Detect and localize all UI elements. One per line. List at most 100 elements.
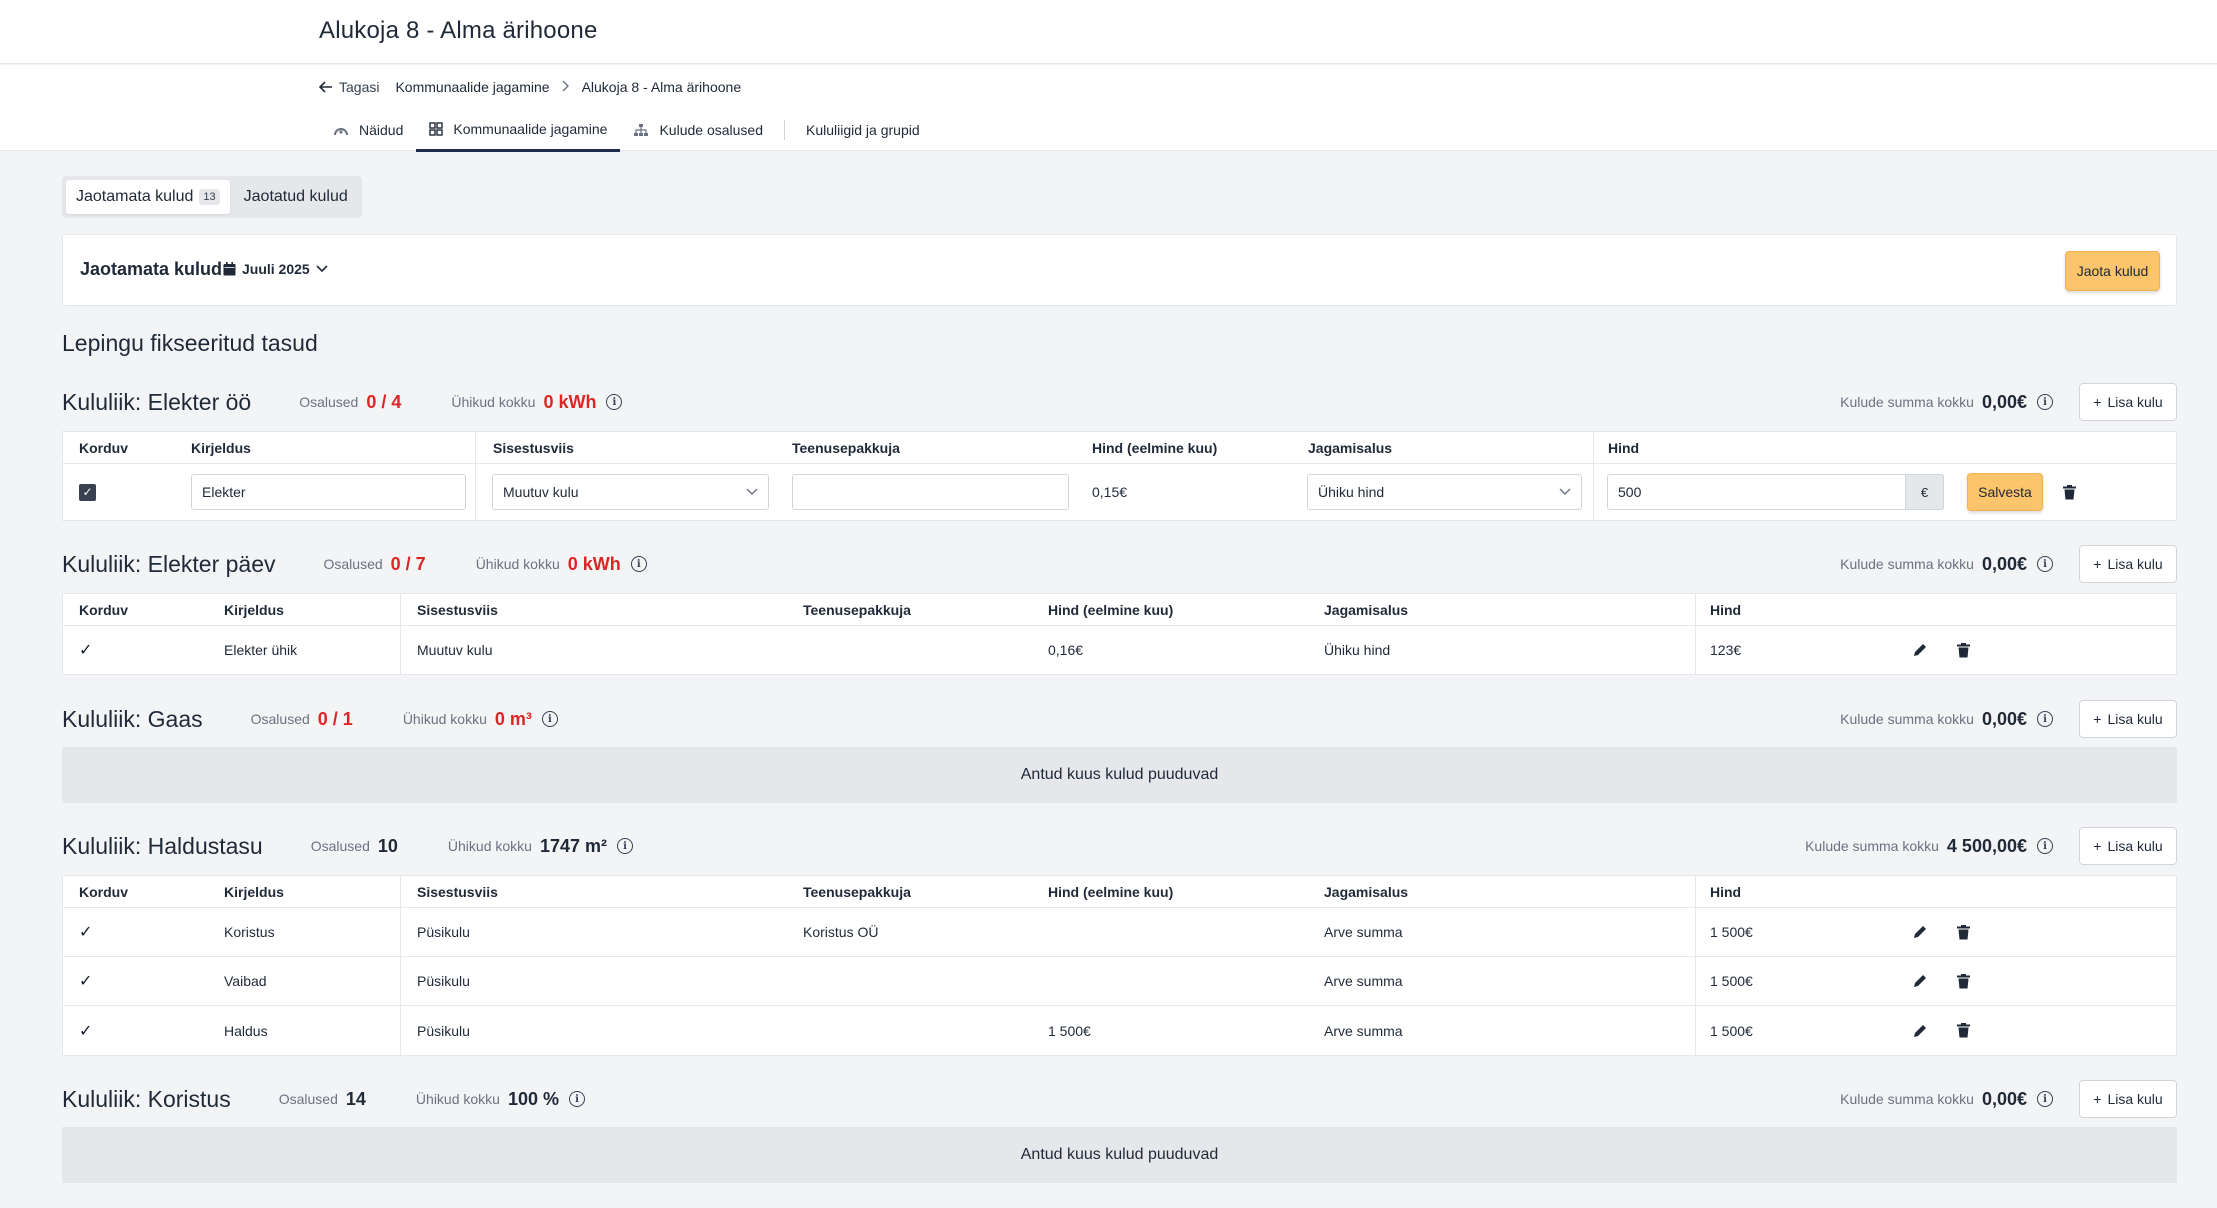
- participants-value: 14: [345, 1088, 366, 1109]
- info-icon[interactable]: i: [2037, 711, 2053, 727]
- save-button[interactable]: Salvesta: [1967, 473, 2043, 511]
- col-teenusepakkuja: Teenusepakkuja: [803, 883, 911, 900]
- col-jagamisalus: Jagamisalus: [1324, 601, 1409, 618]
- info-icon[interactable]: i: [569, 1091, 586, 1107]
- trash-icon[interactable]: [1957, 1023, 1970, 1038]
- recurring-checkbox[interactable]: ✓: [79, 483, 96, 501]
- pencil-icon[interactable]: [1913, 643, 1927, 657]
- info-icon[interactable]: i: [606, 394, 623, 410]
- col-hind-eelmine: Hind (eelmine kuu): [1048, 883, 1174, 900]
- edit-cell: [1913, 957, 1927, 1005]
- delete-cell: [2063, 464, 2076, 520]
- table-row: ✓ Elekter ühik Muutuv kulu 0,16€ Ühiku h…: [63, 626, 2176, 674]
- add-cost-button[interactable]: + Lisa kulu: [2079, 700, 2177, 738]
- delete-cell: [1957, 626, 1970, 674]
- button-label: Lisa kulu: [2107, 711, 2163, 727]
- hierarchy-icon: [634, 124, 649, 136]
- tab-kululiigid-ja-grupid[interactable]: Kululiigid ja grupid: [793, 108, 933, 152]
- group-header: Kululiik: Elekter öö Osalused 0 / 4 Ühik…: [62, 382, 2177, 422]
- col-sisestusviis: Sisestusviis: [417, 601, 498, 618]
- costs-total-label: Kulude summa kokku: [1840, 394, 1974, 410]
- add-cost-button[interactable]: + Lisa kulu: [2079, 545, 2177, 583]
- trash-icon[interactable]: [1957, 924, 1970, 940]
- tab-kommunaalide-jagamine[interactable]: Kommunaalide jagamine: [416, 108, 621, 152]
- table-header: Korduv Kirjeldus Sisestusviis Teenusepak…: [63, 594, 2176, 626]
- column-divider: [1593, 432, 1594, 463]
- info-icon[interactable]: i: [2037, 1091, 2053, 1107]
- prev-price-cell: 0,15€: [1092, 484, 1128, 500]
- group-name: Kululiik: Elekter öö: [62, 388, 252, 415]
- group-header: Kululiik: Gaas Osalused 0 / 1 Ühikud kok…: [62, 699, 2177, 739]
- participants-value: 0 / 7: [390, 553, 426, 574]
- description-input[interactable]: [191, 474, 466, 510]
- tab-kulude-osalused[interactable]: Kulude osalused: [620, 108, 776, 152]
- edit-cell: [1913, 908, 1927, 956]
- group-name: Kululiik: Koristus: [62, 1085, 231, 1112]
- pencil-icon[interactable]: [1913, 1024, 1927, 1038]
- group-totals: Kulude summa kokku 0,00€ i + Lisa kulu: [1840, 1079, 2177, 1119]
- units-label: Ühikud kokku: [402, 711, 487, 727]
- group-totals: Kulude summa kokku 0,00€ i + Lisa kulu: [1840, 544, 2177, 584]
- select-value: Ühiku hind: [1318, 484, 1385, 500]
- info-icon[interactable]: i: [2037, 394, 2053, 410]
- price-input[interactable]: [1607, 474, 1906, 510]
- entry-mode-cell: Püsikulu: [417, 973, 470, 989]
- check-icon: ✓: [79, 973, 93, 990]
- units-value: 100 % i: [508, 1089, 586, 1110]
- tab-allocated-costs[interactable]: Jaotatud kulud: [234, 180, 358, 214]
- add-cost-button[interactable]: + Lisa kulu: [2079, 383, 2177, 421]
- table-header: Korduv Kirjeldus Sisestusviis Teenusepak…: [63, 432, 2176, 464]
- column-divider: [1695, 957, 1696, 1005]
- add-cost-button[interactable]: + Lisa kulu: [2079, 1080, 2177, 1118]
- chevron-right-icon: [562, 79, 570, 95]
- basis-cell: Arve summa: [1324, 924, 1403, 940]
- provider-input[interactable]: [792, 474, 1069, 510]
- provider-cell: Koristus OÜ: [803, 924, 879, 940]
- col-kirjeldus: Kirjeldus: [191, 439, 251, 456]
- plus-icon: +: [2093, 838, 2102, 854]
- col-jagamisalus: Jagamisalus: [1324, 883, 1409, 900]
- pencil-icon[interactable]: [1913, 925, 1927, 939]
- empty-state: Antud kuus kulud puuduvad: [62, 747, 2177, 803]
- tab-label: Kommunaalide jagamine: [453, 120, 608, 137]
- column-divider: [1695, 626, 1696, 674]
- button-label: Lisa kulu: [2107, 394, 2163, 410]
- info-icon[interactable]: i: [2037, 838, 2053, 854]
- tab-naidud[interactable]: Näidud: [320, 108, 416, 152]
- edit-cell: [1913, 626, 1927, 674]
- nav-tabs: Näidud Kommunaalide jagamine Kulude osal…: [320, 108, 933, 152]
- tab-unallocated-costs[interactable]: Jaotamata kulud 13: [66, 180, 230, 214]
- entry-mode-cell: Muutuv kulu: [417, 642, 493, 658]
- plus-icon: +: [2093, 394, 2102, 410]
- participants-label: Osalused: [278, 1091, 338, 1107]
- back-link[interactable]: Tagasi: [319, 79, 379, 95]
- group-totals: Kulude summa kokku 0,00€ i + Lisa kulu: [1840, 699, 2177, 739]
- column-divider: [400, 908, 401, 956]
- entry-mode-select[interactable]: Muutuv kulu: [492, 474, 769, 510]
- col-korduv: Korduv: [79, 883, 128, 900]
- recurring-checkbox-cell: ✓: [79, 464, 96, 520]
- units-value: 0 m³ i: [495, 709, 558, 730]
- costs-total-label: Kulude summa kokku: [1805, 838, 1939, 854]
- add-cost-button[interactable]: + Lisa kulu: [2079, 827, 2177, 865]
- units-value: 0 kWh i: [543, 392, 623, 413]
- price-cell: 1 500€: [1710, 1022, 1753, 1039]
- breadcrumb-item-allocation[interactable]: Kommunaalide jagamine: [395, 79, 550, 95]
- allocate-costs-button[interactable]: Jaota kulud: [2065, 251, 2160, 291]
- units-value: 0 kWh i: [568, 554, 647, 575]
- basis-select[interactable]: Ühiku hind: [1307, 474, 1582, 510]
- info-icon[interactable]: i: [617, 838, 633, 854]
- month-picker[interactable]: Juuli 2025: [223, 261, 328, 277]
- empty-state: Antud kuus kulud puuduvad: [62, 1127, 2177, 1183]
- pencil-icon[interactable]: [1913, 974, 1927, 988]
- price-cell: 1 500€: [1710, 973, 1753, 989]
- info-icon[interactable]: i: [2037, 556, 2053, 572]
- trash-icon[interactable]: [1957, 642, 1970, 658]
- info-icon[interactable]: i: [630, 556, 647, 572]
- trash-icon[interactable]: [1957, 973, 1970, 989]
- trash-icon[interactable]: [2063, 484, 2076, 500]
- info-icon[interactable]: i: [541, 711, 558, 727]
- col-hind: Hind: [1710, 883, 1742, 900]
- calendar-icon: [223, 262, 236, 276]
- basis-cell: Ühiku hind: [1324, 642, 1391, 658]
